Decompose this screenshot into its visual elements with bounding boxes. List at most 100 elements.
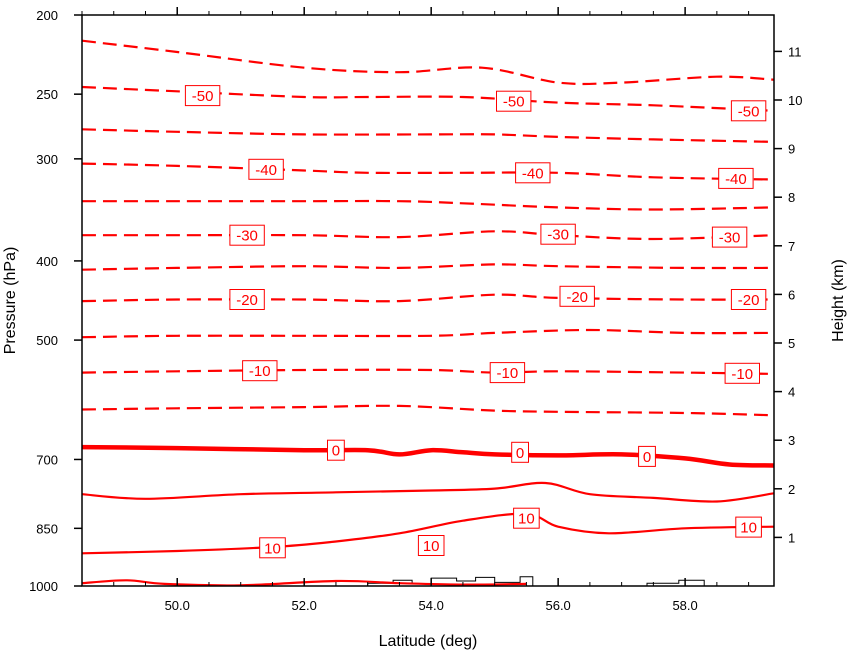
height-tick-label: 1 bbox=[788, 530, 795, 545]
contour-line-minus-15 bbox=[82, 328, 774, 339]
pressure-axis-title: Pressure (hPa) bbox=[2, 247, 19, 355]
x-tick-label: 50.0 bbox=[165, 598, 190, 613]
contour-label-box bbox=[513, 507, 540, 529]
contour-label: -20 bbox=[229, 289, 265, 310]
contour-line-5 bbox=[82, 481, 774, 503]
contour-label-box bbox=[511, 441, 530, 463]
contour-label: -30 bbox=[229, 224, 265, 246]
pressure-tick-label: 300 bbox=[36, 152, 58, 167]
terrain-step-line bbox=[361, 576, 705, 586]
x-axis-title: Latitude (deg) bbox=[379, 633, 478, 650]
height-axis-ticks: 1 2 3 4 5 6 7 8 9 10 11 bbox=[774, 44, 802, 545]
height-tick-label: 5 bbox=[788, 336, 795, 351]
contour-line-15 bbox=[82, 579, 527, 586]
contour-label-text: 10 bbox=[740, 520, 757, 537]
contour-label: 10 bbox=[259, 537, 286, 559]
contour-label-text: 0 bbox=[516, 445, 524, 462]
contour-label-text: -40 bbox=[255, 162, 277, 179]
contour-label: 0 bbox=[327, 439, 345, 461]
contour-label: 0 bbox=[511, 441, 530, 463]
contour-label: 10 bbox=[735, 516, 762, 538]
contour-label-text: -50 bbox=[503, 94, 525, 111]
contour-lines bbox=[82, 39, 774, 586]
contour-label: -40 bbox=[718, 167, 754, 189]
contour-label: -10 bbox=[489, 362, 526, 384]
pressure-tick-label: 250 bbox=[36, 87, 58, 102]
x-tick-label: 54.0 bbox=[419, 598, 444, 613]
contour-label-box bbox=[184, 85, 221, 107]
contour-line-minus-40 bbox=[82, 162, 774, 181]
contour-label-box bbox=[248, 158, 284, 180]
terrain-profile bbox=[361, 576, 705, 586]
contour-label: 10 bbox=[417, 535, 445, 556]
contour-label: 10 bbox=[513, 507, 540, 529]
pressure-tick-label: 1000 bbox=[29, 579, 58, 594]
contour-label-text: -50 bbox=[738, 103, 760, 120]
contour-label-text: -20 bbox=[236, 292, 258, 309]
height-tick-label: 10 bbox=[788, 93, 802, 108]
contour-label-text: -10 bbox=[497, 365, 519, 382]
contour-line-minus-60 bbox=[82, 39, 774, 86]
contour-label-box bbox=[496, 90, 532, 112]
contour-label: -20 bbox=[730, 289, 767, 310]
contour-label: -50 bbox=[184, 85, 221, 107]
contour-label-text: -50 bbox=[192, 88, 214, 105]
height-tick-label: 2 bbox=[788, 482, 795, 497]
contour-label-box bbox=[638, 445, 656, 467]
contour-line-minus-35 bbox=[82, 199, 774, 211]
contour-label: -50 bbox=[730, 100, 767, 122]
axes-border bbox=[81, 14, 775, 587]
contour-label-box bbox=[259, 537, 286, 559]
contour-line-0 bbox=[82, 444, 774, 468]
contour-label-text: -30 bbox=[547, 227, 569, 244]
height-tick-label: 11 bbox=[788, 44, 802, 59]
contour-label: 0 bbox=[638, 445, 656, 467]
contour-label-box bbox=[724, 362, 760, 384]
contour-line-minus-55 bbox=[82, 128, 774, 143]
contour-line-minus-20 bbox=[82, 293, 774, 303]
pressure-axis-ticks: 200 250 300 400 500 700 850 1000 bbox=[29, 8, 82, 594]
contour-line-minus-30 bbox=[82, 230, 774, 241]
contour-label: -10 bbox=[724, 362, 760, 384]
contour-label-box bbox=[229, 289, 265, 310]
height-tick-label: 9 bbox=[788, 142, 795, 157]
contour-label-text: 10 bbox=[518, 511, 535, 528]
contour-label: -30 bbox=[711, 226, 748, 248]
x-tick-label: 58.0 bbox=[672, 598, 697, 613]
contour-line-10 bbox=[82, 512, 774, 555]
contour-label: -40 bbox=[515, 162, 551, 184]
contour-label-text: -30 bbox=[719, 230, 741, 247]
contour-label-box bbox=[229, 224, 265, 246]
height-axis-title: Height (km) bbox=[830, 259, 847, 342]
contour-label-text: -40 bbox=[725, 171, 747, 188]
contour-line-minus-10 bbox=[82, 368, 774, 375]
contour-label-box bbox=[489, 362, 526, 384]
pressure-tick-label: 500 bbox=[36, 333, 58, 348]
contour-label: -20 bbox=[559, 285, 595, 307]
contour-line-minus-5 bbox=[82, 404, 774, 417]
contour-label-text: -30 bbox=[236, 228, 258, 245]
contour-label-text: -20 bbox=[566, 289, 588, 306]
height-tick-label: 4 bbox=[788, 385, 795, 400]
pressure-tick-label: 700 bbox=[36, 452, 58, 467]
height-tick-label: 3 bbox=[788, 433, 795, 448]
contour-labels: -50 -50 -50 -40 -40 -40 -30 -30 -30 -20 -20 -20 -10 -… bbox=[184, 85, 767, 559]
height-tick-label: 6 bbox=[788, 287, 795, 302]
contour-label-box bbox=[559, 285, 595, 307]
contour-label: -40 bbox=[248, 158, 284, 180]
contour-label-text: 0 bbox=[332, 443, 340, 460]
pressure-tick-label: 200 bbox=[36, 8, 58, 23]
contour-label: -10 bbox=[242, 360, 278, 382]
contour-label-box bbox=[242, 360, 278, 382]
x-tick-label: 52.0 bbox=[292, 598, 317, 613]
contour-label-box bbox=[730, 289, 767, 310]
contour-label-text: -40 bbox=[522, 165, 544, 182]
contour-label-box bbox=[730, 100, 767, 122]
contour-label-text: -10 bbox=[731, 366, 753, 383]
contour-label-text: 10 bbox=[423, 538, 440, 555]
contour-label-box bbox=[735, 516, 762, 538]
contour-label-box bbox=[718, 167, 754, 189]
pressure-tick-label: 400 bbox=[36, 254, 58, 269]
contour-label-box bbox=[327, 439, 345, 461]
